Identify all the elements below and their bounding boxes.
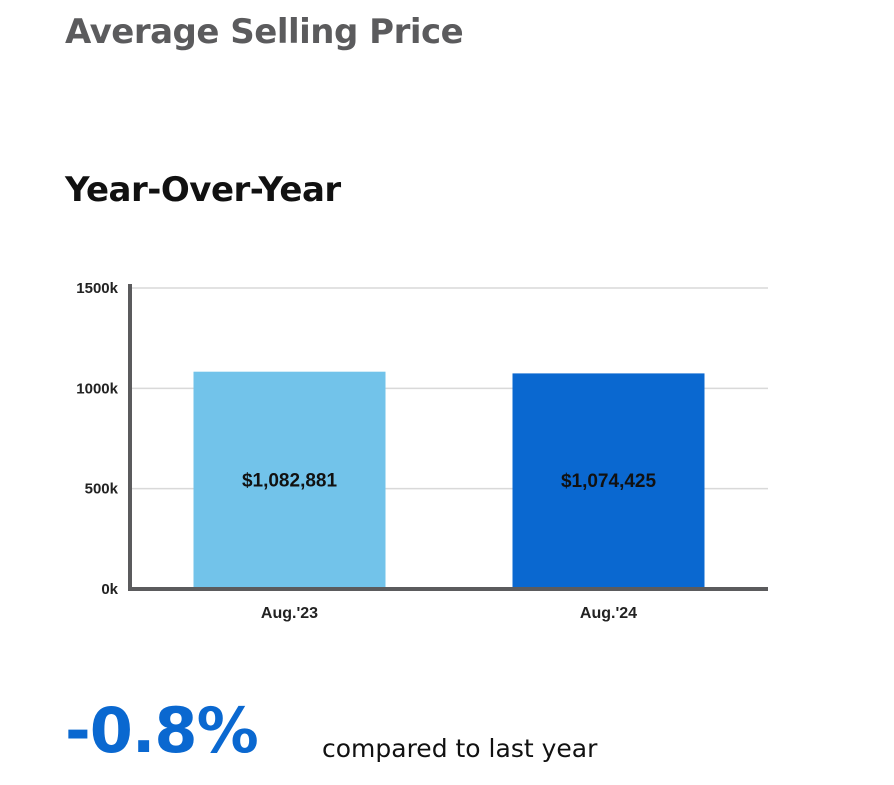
y-tick-label: 1000k — [76, 380, 118, 397]
comparison-text: compared to last year — [322, 734, 598, 763]
data-label: $1,074,425 — [561, 471, 657, 492]
bar-chart: 0k 500k 1000k 1500k $1,082,881 Aug.'23 $1,074,… — [76, 280, 768, 622]
page-title: Average Selling Price — [65, 12, 464, 52]
data-label: $1,082,881 — [242, 470, 338, 491]
chart-subtitle: Year-Over-Year — [65, 170, 341, 210]
y-tick-label: 0k — [101, 581, 118, 598]
y-tick-label: 1500k — [76, 280, 118, 297]
bar — [193, 371, 386, 589]
change-percentage: -0.8% — [65, 694, 259, 767]
bar — [512, 373, 705, 589]
x-tick-label: Aug.'24 — [580, 605, 637, 622]
x-tick-label: Aug.'23 — [261, 605, 318, 622]
y-tick-label: 500k — [85, 481, 119, 498]
